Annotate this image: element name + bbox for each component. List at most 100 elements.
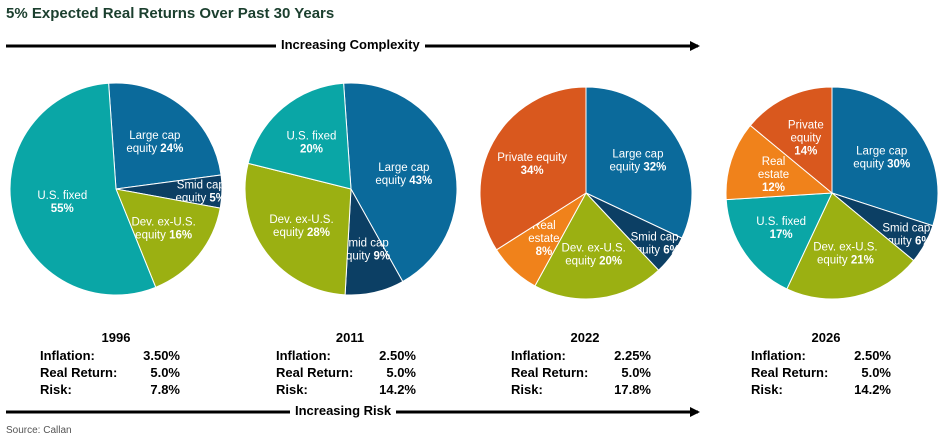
pie-slice-dev-ex-u-s-equity [115,188,221,288]
slice-label-text: equity [629,244,663,256]
year-label-2022: 2022 [570,330,600,345]
slice-label-text: equity [273,227,307,239]
slice-label-text: Large cap [129,130,180,142]
slice-label: U.S. fixed 17% [756,216,806,241]
slice-label-line: 34% [521,165,544,177]
slice-label-line: equity 6% [629,244,680,256]
slice-label-line: equity [790,132,821,144]
pie-1996: Large cap equity 24%Smid cap equity 5%Dev.… [9,82,226,296]
slice-label-line: U.S. fixed [287,130,337,142]
slice-label: Large cap equity 43% [375,162,432,187]
slice-label-line: Large cap [378,162,429,174]
pie-slice-large-cap-equity [585,86,693,239]
year-label-2011: 2011 [335,330,365,345]
slice-label: Large cap equity 32% [609,149,666,174]
slice-label-line: estate [758,169,789,181]
slice-percent: 16% [169,229,192,241]
slice-label-text: equity [853,158,887,170]
slice-label-text: Private [788,119,824,131]
slice-label-line: Smid cap [341,237,389,249]
slice-label-line: 55% [51,203,74,215]
slice-label-text: equity [565,255,599,267]
slice-label: Smid cap equity 9% [340,237,391,262]
slice-label: Smid cap equity 6% [629,231,680,256]
slice-percent: 20% [300,143,323,155]
slice-label-line: Smid cap [882,222,930,234]
year-label-2026: 2026 [811,330,841,345]
stat-value: 14.2% [379,382,416,397]
stat-label: Real Return: [511,365,589,380]
slice-label-text: equity [135,229,169,241]
slice-label-line: equity 32% [609,162,666,174]
slice-percent: 24% [160,143,183,155]
slice-label: Dev. ex-U.S. equity 21% [813,241,877,266]
slice-label: U.S. fixed 20% [287,130,337,155]
slice-label-line: 12% [762,182,785,194]
slice-label: Private equity 14% [788,119,824,157]
slice-label-line: Real [762,156,786,168]
year-label-1996: 1996 [101,330,131,345]
slice-label-line: equity 30% [853,158,910,170]
pie-slice-private-equity [749,86,833,195]
pie-slice-dev-ex-u-s-equity [244,162,352,296]
slice-label-text: Smid cap [882,222,930,234]
slice-label-line: 8% [536,246,553,258]
pie-slice-large-cap-equity [831,86,939,227]
stat-label: Risk: [40,382,72,397]
slice-label-line: equity 20% [565,255,622,267]
pie-slice-u-s-fixed [9,82,157,296]
slice-percent: 30% [887,158,910,170]
slice-label-line: U.S. fixed [37,190,87,202]
slice-percent: 6% [663,244,680,256]
slice-percent: 8% [536,246,553,258]
stat-value: 2.25% [614,348,651,363]
slice-label-text: Dev. ex-U.S. [813,241,877,253]
slice-percent: 21% [851,254,874,266]
slice-label-text: Smid cap [341,237,389,249]
pie-2011: Large cap equity 43%Smid cap equity 9%Dev.… [244,82,458,296]
slice-label-line: equity 16% [135,229,192,241]
slice-label-line: equity 21% [817,254,874,266]
stat-label: Inflation: [511,348,566,363]
slice-label-line: Large cap [856,145,907,157]
slice-label-text: equity [126,143,160,155]
stat-value: 7.8% [150,382,180,397]
pie-slice-u-s-fixed [725,192,833,290]
stats-2026: Inflation: 2.50% Real Return: 5.0% Risk: 14… [751,347,891,398]
stat-value: 2.50% [854,348,891,363]
slice-label-line: Dev. ex-U.S. [813,241,877,253]
stat-value: 5.0% [150,365,180,380]
slice-label-line: estate [528,233,559,245]
slice-label: Dev. ex-U.S. equity 16% [131,216,195,241]
slice-label-line: 17% [770,229,793,241]
slice-label-line: equity 24% [126,143,183,155]
slice-label-text: equity [817,254,851,266]
slice-label-line: U.S. fixed [756,216,806,228]
slice-label: U.S. fixed 55% [37,190,87,215]
stat-label: Real Return: [751,365,829,380]
slice-percent: 17% [770,229,793,241]
stat-label: Risk: [751,382,783,397]
pie-slice-dev-ex-u-s-equity [786,192,915,300]
risk-arrow-label: Increasing Risk [290,403,397,418]
slice-label: Dev. ex-U.S. equity 20% [562,242,626,267]
slice-label-text: Smid cap [177,180,225,192]
slice-percent: 6% [915,235,932,247]
pie-slice-u-s-fixed [247,82,352,190]
slice-label-text: estate [528,233,559,245]
slice-label-line: equity 43% [375,175,432,187]
stat-value: 14.2% [854,382,891,397]
slice-percent: 12% [762,182,785,194]
slice-label-line: Large cap [612,149,663,161]
slice-label-text: equity [790,132,821,144]
slice-label-text: Large cap [612,149,663,161]
slice-label-line: equity 9% [340,250,391,262]
slice-percent: 5% [209,193,226,205]
slice-label-line: Large cap [129,130,180,142]
slice-label-text: Dev. ex-U.S. [131,216,195,228]
slice-percent: 55% [51,203,74,215]
slice-label-line: equity 28% [273,227,330,239]
stat-label: Inflation: [40,348,95,363]
slice-label-text: Smid cap [631,231,679,243]
